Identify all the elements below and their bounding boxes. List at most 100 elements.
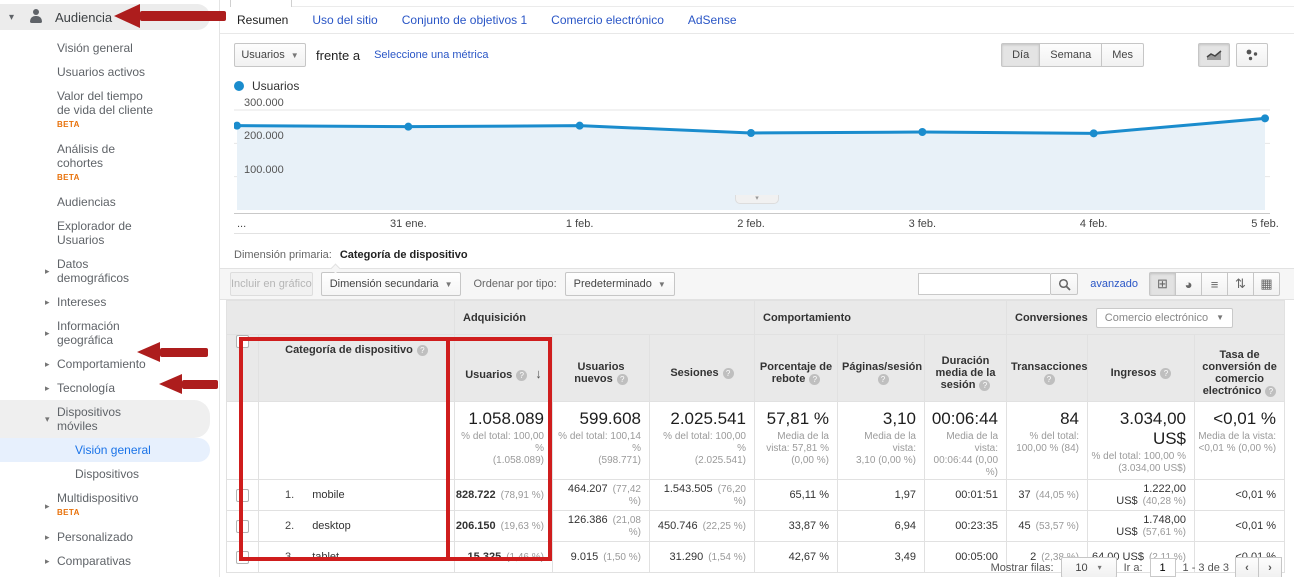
help-icon[interactable]: ? bbox=[1043, 374, 1055, 385]
help-icon[interactable]: ? bbox=[516, 369, 528, 381]
dimension-bar: Dimensión primaria: Categoría de disposi… bbox=[220, 242, 1294, 268]
rows-per-page-dropdown[interactable]: 10 ▾ bbox=[1060, 557, 1117, 577]
comparison-view-icon[interactable]: ⇅ bbox=[1227, 272, 1254, 296]
cell-value: 450.746 bbox=[657, 520, 698, 532]
cell-value: 15.325 bbox=[467, 551, 502, 563]
row-rank: 1. bbox=[285, 489, 295, 501]
cell-percentage: (40,28 %) bbox=[1142, 496, 1187, 507]
tab-resumen[interactable]: Resumen bbox=[237, 13, 289, 27]
column-header-usuarios[interactable]: Usuarios? ↓ bbox=[454, 334, 553, 402]
column-header-transacciones[interactable]: Transacciones? bbox=[1006, 334, 1089, 402]
sidebar-items: Visión general Usuarios activos Valor del … bbox=[0, 36, 219, 577]
search-input[interactable] bbox=[918, 273, 1051, 295]
motion-chart-icon-button[interactable] bbox=[1236, 43, 1268, 67]
sidebar-item-dispositivos-moviles[interactable]: ▾ Dispositivos móviles bbox=[0, 400, 210, 438]
sidebar-item-comparativas[interactable]: ▸ Comparativas bbox=[0, 549, 210, 573]
sidebar-item-label: Tecnología bbox=[57, 381, 116, 395]
sidebar-item-vision-general-moviles[interactable]: Visión general bbox=[0, 438, 210, 462]
sidebar-item-label: Dispositivos bbox=[75, 467, 140, 481]
beta-badge: BETA bbox=[57, 120, 80, 129]
primary-dimension-value[interactable]: Categoría de dispositivo bbox=[339, 249, 468, 261]
cell-value: 1.748,00 US$ bbox=[1116, 514, 1187, 538]
sidebar-item-personalizado[interactable]: ▸ Personalizado bbox=[0, 525, 210, 549]
include-in-chart-button[interactable]: Incluir en gráfico bbox=[230, 272, 313, 296]
sidebar-item-informacion-geografica[interactable]: ▸ Información geográfica bbox=[0, 314, 210, 352]
metric-dropdown[interactable]: Usuarios ▼ bbox=[234, 43, 306, 67]
sidebar-item-usuarios-activos[interactable]: Usuarios activos bbox=[0, 60, 210, 84]
total-subtext: 100,00 % (84) bbox=[1016, 443, 1080, 454]
column-header-ingresos[interactable]: Ingresos? bbox=[1087, 334, 1196, 402]
search-button[interactable] bbox=[1050, 273, 1079, 295]
help-icon[interactable]: ? bbox=[877, 374, 889, 385]
sidebar-item-tecnologia[interactable]: ▸ Tecnología bbox=[0, 376, 210, 400]
cell-value: 1,97 bbox=[894, 489, 916, 501]
help-icon[interactable]: ? bbox=[722, 368, 734, 379]
cell-porcentaje-de-rebote: 33,87 % bbox=[754, 510, 838, 542]
cell-percentage: (44,05 %) bbox=[1035, 490, 1080, 501]
sidebar-item-vision-general[interactable]: Visión general bbox=[0, 36, 210, 60]
sidebar-section-audiencia[interactable]: ▾ Audiencia bbox=[0, 4, 210, 30]
vs-label: frente a bbox=[316, 47, 361, 63]
sidebar-item-valor-tiempo-vida-cliente[interactable]: Valor del tiempo de vida del cliente BETA bbox=[0, 84, 210, 137]
performance-view-icon[interactable]: ≡ bbox=[1201, 272, 1228, 296]
percentage-view-icon[interactable]: ◕ bbox=[1175, 272, 1202, 296]
row-checkbox[interactable] bbox=[236, 519, 249, 533]
line-chart-icon-button[interactable] bbox=[1198, 43, 1230, 67]
help-icon[interactable]: ? bbox=[1265, 386, 1277, 397]
tab-uso-del-sitio[interactable]: Uso del sitio bbox=[312, 13, 378, 27]
sidebar-item-comportamiento[interactable]: ▸ Comportamiento bbox=[0, 352, 210, 376]
conversions-type-dropdown[interactable]: Comercio electrónico ▼ bbox=[1095, 307, 1234, 328]
row-checkbox[interactable] bbox=[236, 488, 249, 502]
goto-page-input[interactable] bbox=[1149, 558, 1176, 577]
tab-adsense[interactable]: AdSense bbox=[687, 13, 737, 27]
column-header-duracion-media-de-la-sesion[interactable]: Duración media de la sesión? bbox=[923, 334, 1008, 402]
cell-percentage: (19,63 %) bbox=[500, 521, 544, 532]
cell-ingresos: 1.222,00 US$ (40,28 %) bbox=[1087, 479, 1196, 511]
advanced-search-link[interactable]: avanzado bbox=[1090, 278, 1138, 290]
help-icon[interactable]: ? bbox=[416, 345, 428, 356]
sidebar-item-explorador-de-usuarios[interactable]: Explorador de Usuarios bbox=[0, 214, 210, 252]
select-metric-link[interactable]: Seleccione una métrica bbox=[374, 49, 489, 61]
previous-page-icon[interactable]: ‹ bbox=[1235, 557, 1259, 577]
sidebar-item-flujo-de-usuarios[interactable]: Flujo de usuarios bbox=[0, 573, 210, 577]
sidebar-item-analisis-de-cohortes[interactable]: Análisis de cohortes BETA bbox=[0, 137, 210, 190]
tab-comercio-electronico[interactable]: Comercio electrónico bbox=[551, 13, 664, 27]
help-icon[interactable]: ? bbox=[1160, 368, 1172, 379]
cell-value: 45 bbox=[1018, 520, 1031, 532]
granularity-semana[interactable]: Semana bbox=[1039, 43, 1103, 67]
cell-percentage: (53,57 %) bbox=[1035, 521, 1080, 532]
column-header-tasa-de-conversion-de-comercio-electronico[interactable]: Tasa de conversión de comercio electróni… bbox=[1194, 334, 1286, 402]
sidebar-item-multidispositivo[interactable]: ▸ Multidispositivo BETA bbox=[0, 486, 210, 525]
total-value: <0,01 % bbox=[1213, 409, 1277, 428]
sidebar-item-datos-demograficos[interactable]: ▸ Datos demográficos bbox=[0, 252, 210, 290]
cell-value: 65,11 % bbox=[789, 489, 829, 501]
sidebar-item-intereses[interactable]: ▸ Intereses bbox=[0, 290, 210, 314]
cell-value: 126.386 bbox=[567, 514, 608, 526]
row-checkbox-cell bbox=[226, 479, 259, 511]
help-icon[interactable]: ? bbox=[979, 380, 991, 391]
granularity-mes[interactable]: Mes bbox=[1101, 43, 1144, 67]
cell-paginas-sesion: 1,97 bbox=[837, 479, 925, 511]
column-header-sesiones[interactable]: Sesiones? bbox=[649, 334, 755, 402]
select-all-checkbox[interactable] bbox=[236, 335, 249, 348]
help-icon[interactable]: ? bbox=[809, 374, 821, 385]
column-header-usuarios-nuevos[interactable]: Usuarios nuevos? bbox=[552, 334, 650, 402]
next-page-icon[interactable]: › bbox=[1258, 557, 1282, 577]
table-view-icon[interactable]: ⊞ bbox=[1149, 272, 1176, 296]
cell-value: 00:23:35 bbox=[955, 520, 999, 532]
pivot-view-icon[interactable]: ▦ bbox=[1253, 272, 1280, 296]
column-header-paginas-sesion[interactable]: Páginas/sesión? bbox=[837, 334, 925, 402]
help-icon[interactable]: ? bbox=[616, 374, 628, 385]
column-header-categoria-de-dispositivo[interactable]: Categoría de dispositivo? bbox=[258, 334, 455, 402]
sort-type-dropdown[interactable]: Predeterminado ▼ bbox=[564, 272, 675, 296]
granularity-dia[interactable]: Día bbox=[1001, 43, 1041, 67]
sidebar-item-label: Comparativas bbox=[57, 554, 132, 568]
row-checkbox[interactable] bbox=[236, 550, 249, 564]
beta-badge: BETA bbox=[57, 173, 80, 182]
chart-collapse-handle[interactable]: ▾ bbox=[735, 195, 779, 204]
sidebar-item-dispositivos[interactable]: Dispositivos bbox=[0, 462, 210, 486]
sidebar-item-audiencias[interactable]: Audiencias bbox=[0, 190, 210, 214]
column-header-porcentaje-de-rebote[interactable]: Porcentaje de rebote? bbox=[754, 334, 838, 402]
tab-conjunto-de-objetivos-1[interactable]: Conjunto de objetivos 1 bbox=[401, 13, 528, 27]
secondary-dimension-dropdown[interactable]: Dimensión secundaria ▼ bbox=[320, 272, 462, 296]
